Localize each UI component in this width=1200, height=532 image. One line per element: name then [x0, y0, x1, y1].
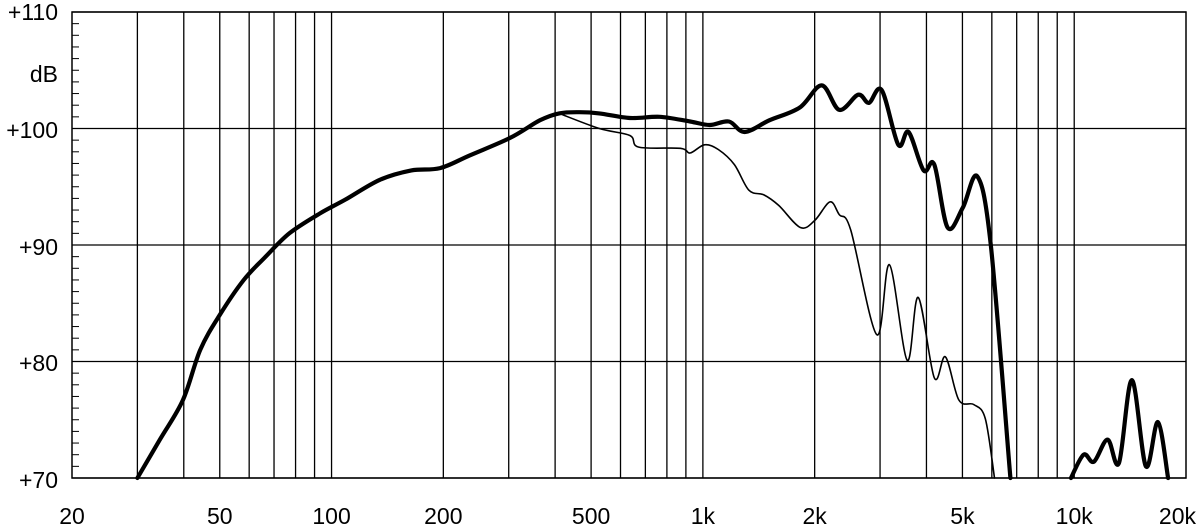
- response-curve-thick: [1068, 377, 1171, 481]
- response-curve-thick: [135, 83, 1013, 481]
- response-curve-thin: [558, 112, 996, 479]
- x-tick-label: 200: [424, 503, 462, 529]
- y-tick-label: +110: [8, 0, 58, 25]
- plot-border: [71, 11, 1187, 479]
- x-tick-label: 5k: [950, 503, 975, 529]
- y-tick-label: +80: [19, 350, 58, 376]
- y-tick-label: +70: [19, 467, 58, 493]
- x-tick-label: 20k: [1159, 503, 1197, 529]
- y-axis-labels: +110 dB +100 +90 +80 +70: [6, 0, 58, 493]
- x-tick-label: 10k: [1056, 503, 1094, 529]
- y-tick-label: +90: [19, 234, 58, 260]
- x-tick-label: 500: [572, 503, 610, 529]
- x-tick-label: 50: [207, 503, 233, 529]
- x-tick-label: 2k: [803, 503, 828, 529]
- y-tick-label: +100: [6, 117, 58, 143]
- curves: [135, 83, 1171, 481]
- grid: [71, 11, 1187, 479]
- x-tick-label: 1k: [691, 503, 716, 529]
- x-axis-labels: 20 50 100 200 500 1k 2k 5k 10k 20k: [59, 503, 1196, 529]
- y-axis-unit-label: dB: [30, 61, 58, 87]
- x-tick-label: 100: [312, 503, 350, 529]
- x-tick-label: 20: [59, 503, 85, 529]
